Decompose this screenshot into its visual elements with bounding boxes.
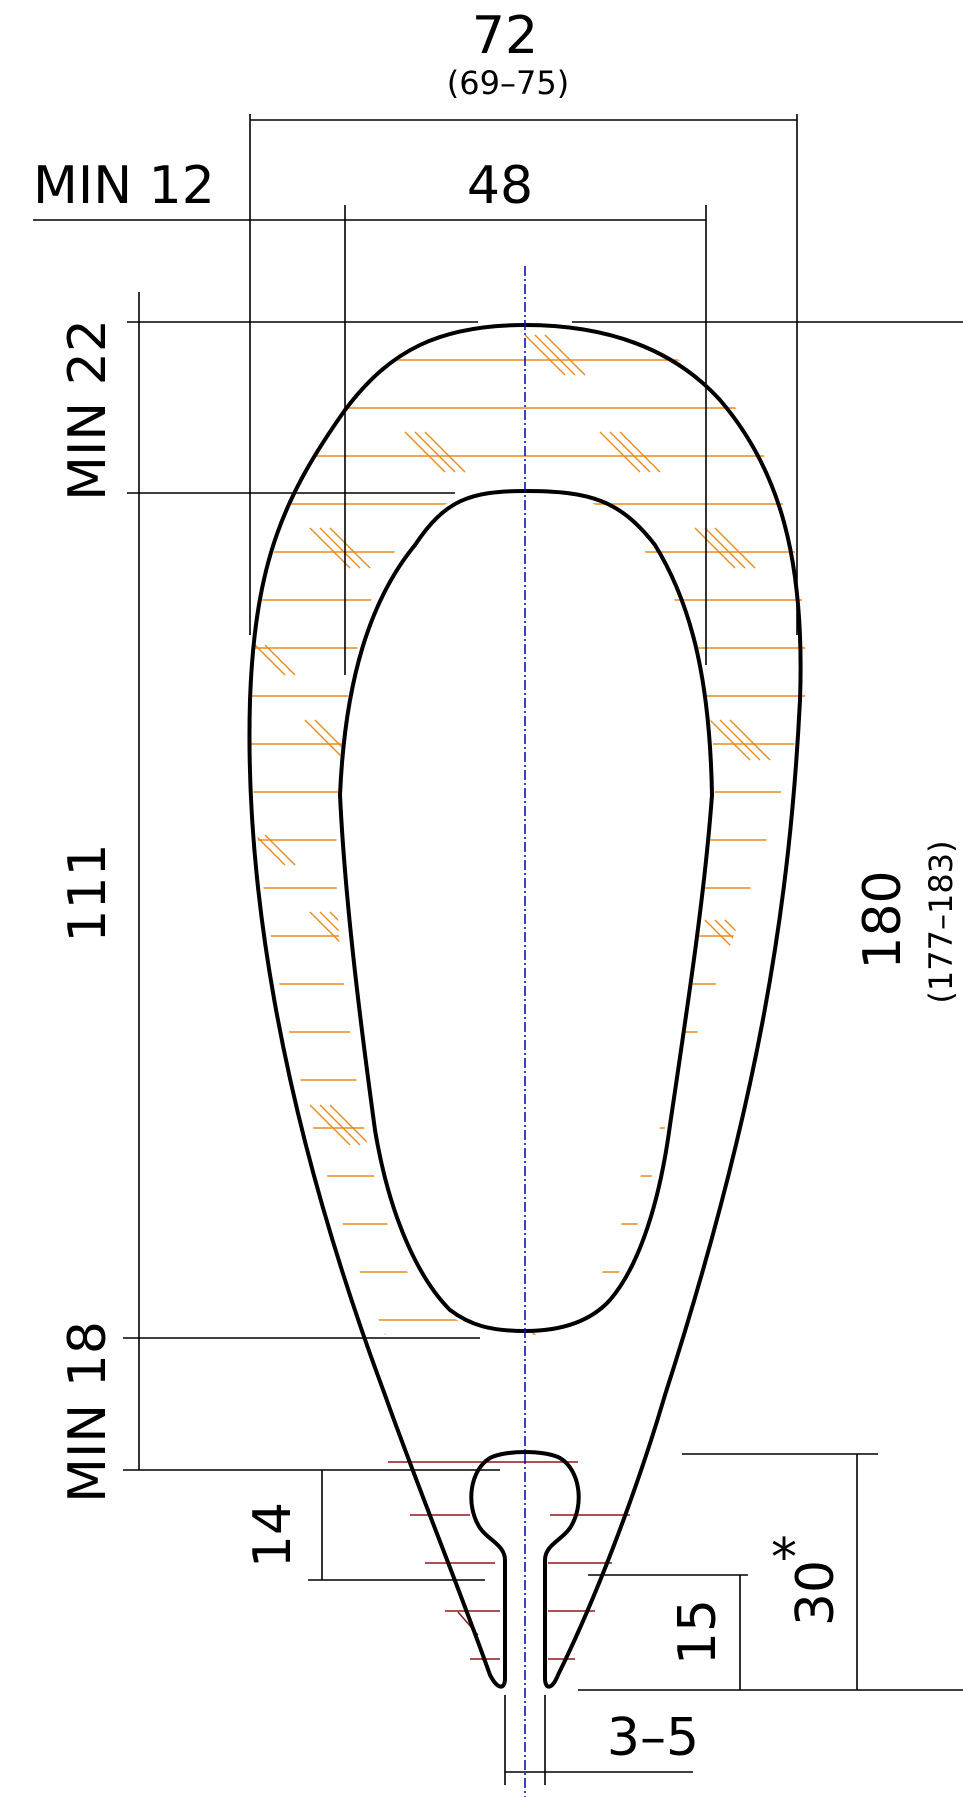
dim-tail-height: 30 [786, 1560, 846, 1626]
dim-min-top-wall: MIN 22 [58, 319, 118, 501]
dim-min-bottom-wall: MIN 18 [58, 1321, 118, 1503]
tail-hatching [388, 1461, 630, 1660]
dim-overall-width-tolerance: (69–75) [447, 64, 569, 102]
dim-overall-height-tolerance: (177–183) [922, 840, 960, 1003]
dim-tail-height-marker: * [771, 1528, 797, 1588]
dim-slot-width: 3–5 [607, 1708, 699, 1768]
dimension-lines [33, 114, 963, 1785]
outer-contour [247, 323, 803, 1689]
dim-overall-width: 72 [472, 6, 538, 66]
dim-inner-width: 48 [467, 156, 533, 216]
dim-min-side-wall: MIN 12 [33, 156, 215, 216]
dim-slot-depth: 15 [668, 1599, 728, 1665]
dim-overall-height: 180 [853, 870, 913, 969]
dim-keyhole-height: 14 [243, 1502, 303, 1568]
dim-hollow-height: 111 [58, 843, 118, 942]
inner-hollow [338, 489, 714, 1333]
